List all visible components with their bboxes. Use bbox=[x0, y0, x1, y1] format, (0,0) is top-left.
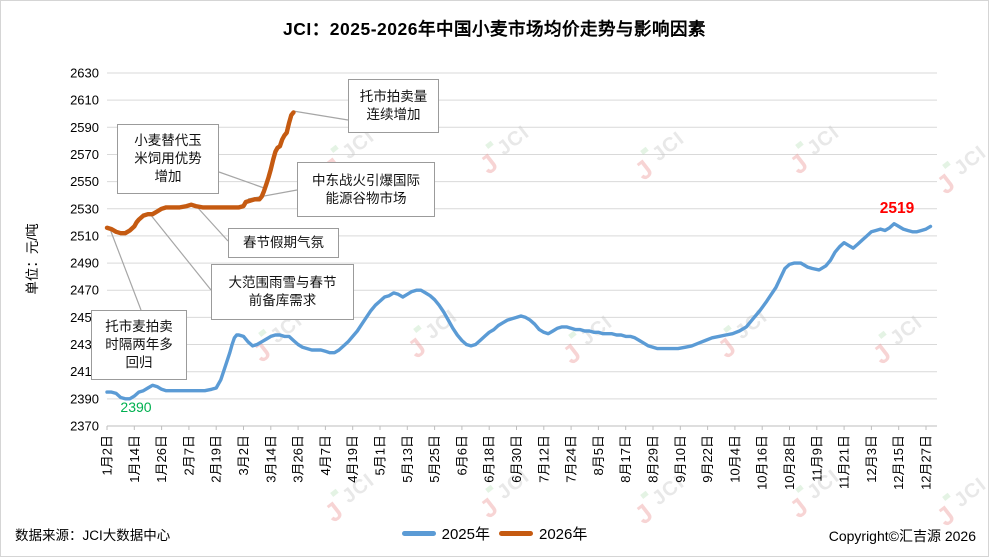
x-tick-label: 6月18日 bbox=[482, 435, 497, 483]
y-tick-label: 2570 bbox=[70, 147, 99, 162]
x-tick-label: 8月29日 bbox=[646, 435, 661, 483]
svg-text:JCI: JCI bbox=[731, 305, 771, 343]
annotation-leader-line bbox=[149, 213, 212, 291]
legend-label-2026: 2026年 bbox=[539, 526, 588, 543]
annotation-leader-line bbox=[218, 171, 265, 189]
svg-text:JCI: JCI bbox=[648, 127, 688, 165]
annotation-auction-volume-increase: 托市拍卖量 连续增加 bbox=[348, 79, 439, 133]
y-tick-label: 2370 bbox=[70, 419, 99, 434]
svg-text:J: J bbox=[784, 492, 814, 525]
value-label-latest: 2519 bbox=[880, 200, 915, 217]
annotation-leader-line bbox=[197, 207, 229, 242]
legend-swatch-2026 bbox=[499, 531, 533, 536]
x-tick-label: 8月17日 bbox=[618, 435, 633, 483]
y-tick-label: 2630 bbox=[70, 66, 99, 81]
annotation-wheat-substitute-corn: 小麦替代玉 米饲用优势 增加 bbox=[117, 124, 219, 194]
x-tick-label: 10月16日 bbox=[755, 435, 770, 490]
x-tick-label: 1月26日 bbox=[154, 435, 169, 483]
data-source-label: 数据来源：JCI大数据中心 bbox=[15, 528, 171, 543]
annotation-spring-festival-mood: 春节假期气氛 bbox=[228, 228, 339, 258]
x-tick-label: 12月3日 bbox=[864, 435, 879, 483]
x-tick-label: 8月5日 bbox=[591, 435, 606, 475]
x-tick-label: 7月12日 bbox=[536, 435, 551, 483]
x-tick-label: 12月15日 bbox=[891, 435, 906, 490]
x-tick-label: 10月28日 bbox=[782, 435, 797, 490]
y-tick-label: 2490 bbox=[70, 256, 99, 271]
legend-label-2025: 2025年 bbox=[441, 526, 490, 543]
x-tick-label: 11月21日 bbox=[837, 435, 852, 489]
annotation-middle-east-conflict: 中东战火引爆国际 能源谷物市场 bbox=[297, 162, 435, 217]
x-tick-label: 2月7日 bbox=[181, 435, 196, 475]
x-tick-label: 10月4日 bbox=[727, 435, 742, 483]
y-tick-label: 2610 bbox=[70, 93, 99, 108]
svg-text:J: J bbox=[784, 148, 814, 181]
x-tick-label: 9月10日 bbox=[673, 435, 688, 483]
svg-text:J: J bbox=[402, 332, 432, 365]
chart-title: JCI：2025-2026年中国小麦市场均价走势与影响因素 bbox=[283, 19, 706, 39]
svg-text:J: J bbox=[931, 168, 961, 201]
copyright-label: Copyright©汇吉源 2026 bbox=[828, 528, 976, 544]
y-tick-label: 2470 bbox=[70, 283, 99, 298]
annotation-leader-line bbox=[109, 228, 142, 311]
x-tick-label: 5月25日 bbox=[427, 435, 442, 483]
svg-text:JCI: JCI bbox=[950, 473, 989, 511]
value-label-min-2025: 2390 bbox=[120, 399, 151, 415]
x-tick-label: 5月13日 bbox=[400, 435, 415, 483]
svg-text:J: J bbox=[474, 148, 504, 181]
annotation-snow-and-stocking-demand: 大范围雨雪与春节 前备库需求 bbox=[211, 264, 354, 320]
x-tick-label: 1月14日 bbox=[127, 435, 142, 483]
annotation-leader-line bbox=[292, 110, 349, 121]
y-tick-label: 2510 bbox=[70, 228, 99, 243]
svg-text:JCI: JCI bbox=[950, 141, 989, 179]
svg-text:J: J bbox=[867, 338, 897, 371]
series-line-2025年 bbox=[105, 221, 933, 401]
x-tick-label: 4月7日 bbox=[318, 435, 333, 475]
annotation-auction-return-after-two-years: 托市麦拍卖 时隔两年多 回归 bbox=[91, 310, 187, 380]
x-tick-label: 2月19日 bbox=[209, 435, 224, 483]
x-tick-label: 3月26日 bbox=[291, 435, 306, 483]
x-tick-label: 3月2日 bbox=[236, 435, 251, 475]
x-tick-label: 6月6日 bbox=[454, 435, 469, 475]
x-tick-label: 5月1日 bbox=[373, 435, 388, 475]
series-line-2026年 bbox=[104, 110, 296, 236]
x-tick-label: 4月19日 bbox=[345, 435, 360, 483]
legend-item-2026: 2026年 bbox=[499, 523, 587, 544]
y-tick-label: 2530 bbox=[70, 201, 99, 216]
legend: 2025年 2026年 bbox=[1, 523, 988, 544]
legend-item-2025: 2025年 bbox=[401, 523, 490, 544]
y-tick-label: 2390 bbox=[70, 391, 99, 406]
x-tick-label: 9月22日 bbox=[700, 435, 715, 483]
x-tick-label: 11月9日 bbox=[809, 435, 824, 482]
y-tick-label: 2550 bbox=[70, 174, 99, 189]
x-tick-label: 3月14日 bbox=[263, 435, 278, 483]
legend-swatch-2025 bbox=[401, 531, 436, 536]
x-tick-label: 12月27日 bbox=[919, 435, 934, 490]
svg-text:J: J bbox=[474, 492, 504, 525]
y-tick-label: 2590 bbox=[70, 120, 99, 135]
x-tick-label: 7月24日 bbox=[564, 435, 579, 483]
x-tick-label: 1月2日 bbox=[100, 435, 115, 475]
x-tick-label: 6月30日 bbox=[509, 435, 524, 483]
svg-text:J: J bbox=[557, 338, 587, 371]
